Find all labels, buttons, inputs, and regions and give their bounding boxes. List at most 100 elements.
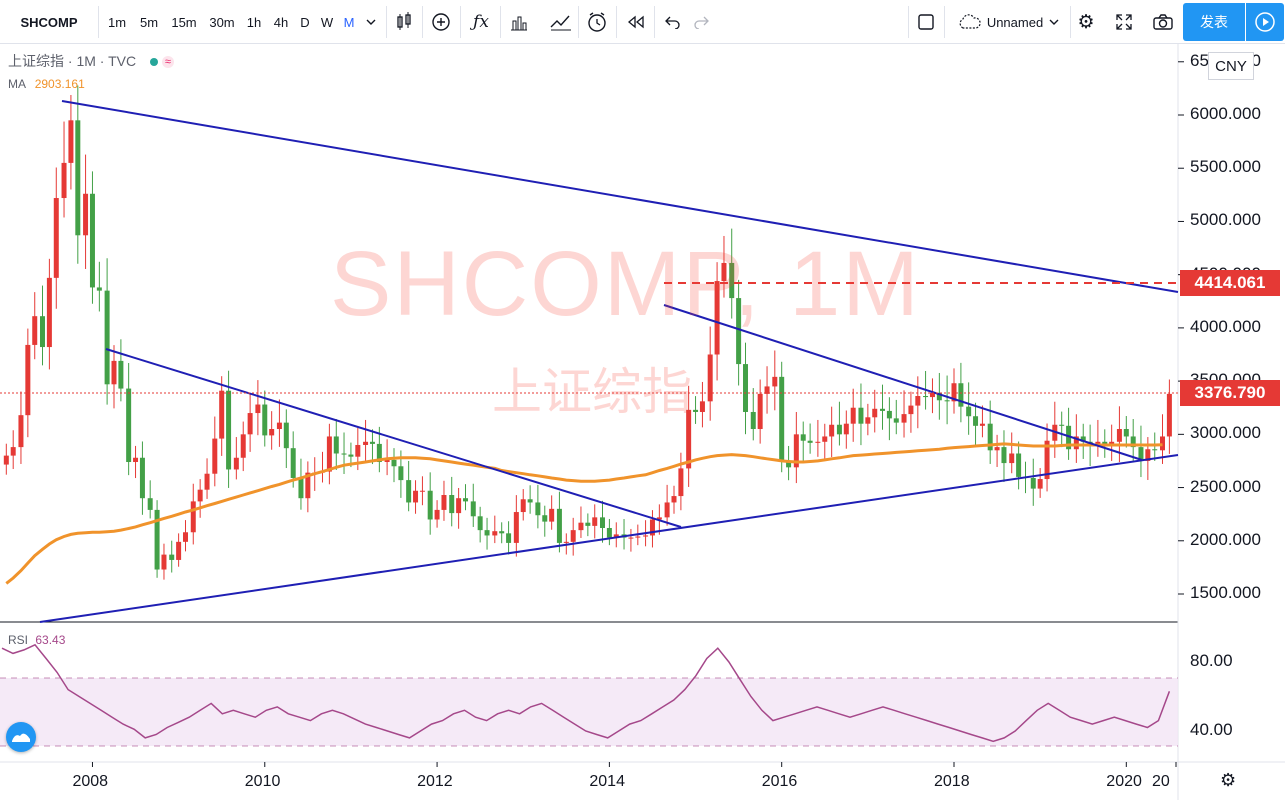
cloud-icon [957,14,981,30]
interval-15m-button[interactable]: 15m [171,14,197,30]
time-axis-label: 20 [1152,773,1170,790]
candle-body [190,501,196,533]
snapshot-camera-icon[interactable] [1150,0,1176,44]
candle-body [656,517,662,520]
price-axis-label: 3000.000 [1190,423,1261,443]
candle-body [664,502,670,518]
candle-body [10,447,16,456]
alert-clock-icon[interactable] [584,0,610,44]
candle-body [944,400,950,402]
candle-body [212,438,218,474]
candle-body [290,448,296,478]
candle-body [1166,393,1172,437]
symbol-search-button[interactable]: SHCOMP [4,0,94,44]
layout-name-button[interactable]: Unnamed [950,0,1066,44]
candle-body [1159,436,1165,451]
candle-body [470,501,476,517]
compare-add-icon[interactable] [428,0,454,44]
candle-body [908,405,914,415]
fullscreen-square-icon[interactable] [914,0,938,44]
candle-body [772,376,778,387]
ma-legend[interactable]: MA 2903.161 [8,77,85,91]
candle-body [822,436,828,442]
candle-body [240,434,246,458]
candle-body [111,360,117,385]
price-axis-label: 2000.000 [1190,529,1261,549]
upper-trendline[interactable] [61,100,1179,293]
candle-body [68,120,74,163]
candle-body [535,502,541,516]
interval-30m-button[interactable]: 30m [209,14,235,30]
candle-body [83,193,89,236]
candle-body [348,454,354,457]
candle-body [39,316,45,348]
candle-body [1145,449,1151,461]
candle-body [829,424,835,437]
candle-body [53,198,59,278]
candle-body [391,459,397,467]
rsi-legend[interactable]: RSI 63.43 [8,633,65,647]
candle-body [570,530,576,542]
interval-w-button[interactable]: W [320,14,334,30]
candle-body [333,436,339,454]
candle-body [384,459,390,463]
candle-body [369,441,375,444]
candle-body [686,409,692,469]
play-circle-icon[interactable] [1246,3,1284,41]
candle-body [729,262,735,299]
redo-icon[interactable] [690,0,712,44]
candle-body [1059,424,1065,426]
candle-body [1009,453,1015,464]
interval-5m-button[interactable]: 5m [139,14,159,30]
candlestick-series [3,85,1172,580]
candle-body [592,517,598,526]
undo-icon[interactable] [662,0,684,44]
interval-d-button[interactable]: D [300,14,310,30]
candle-type-icon[interactable] [392,0,416,44]
interval-m-button[interactable]: M [343,14,355,30]
financials-bar-icon[interactable] [506,0,532,44]
candle-body [1030,477,1036,489]
replay-rewind-icon[interactable] [622,0,650,44]
templates-chart-icon[interactable] [546,0,576,44]
candle-body [987,423,993,451]
ma-value: 2903.161 [34,77,85,91]
candle-body [434,509,440,520]
candle-body [1102,441,1108,444]
candle-body [25,344,31,416]
candle-body [1037,479,1043,489]
chevron-down-icon [1049,19,1059,25]
candle-body [197,489,203,502]
candle-body [226,390,232,470]
candle-body [750,411,756,430]
descending-trendline-2015[interactable] [663,304,1143,461]
chevron-down-icon[interactable] [362,0,380,44]
candle-body [204,473,210,490]
interval-1h-button[interactable]: 1h [246,14,262,30]
candle-body [929,392,935,398]
trendlines[interactable] [39,100,1179,623]
candle-body [154,509,160,570]
candle-body [807,440,813,443]
lower-support-trendline[interactable] [39,454,1179,623]
candle-body [1116,429,1122,442]
candle-body [1109,441,1115,444]
indicators-fx-icon[interactable]: ƒx [473,12,489,32]
interval-4h-button[interactable]: 4h [273,14,289,30]
tradingview-logo[interactable] [6,722,36,752]
descending-trendline-2008[interactable] [105,348,682,528]
rsi-axis-label: 40.00 [1190,720,1233,739]
candle-body [599,517,605,529]
candle-body [376,443,382,463]
axis-settings-gear-icon[interactable]: ⚙ [1220,770,1237,790]
candle-body [649,519,655,536]
publish-button[interactable]: 发表 [1183,3,1245,41]
settings-gear-icon[interactable]: ⚙ [1077,11,1095,33]
candle-body [1066,425,1072,450]
series-legend[interactable]: 上证综指 · 1M · TVC ≈ [8,51,174,71]
candle-body [139,457,145,499]
interval-1m-button[interactable]: 1m [107,14,127,30]
currency-label[interactable]: CNY [1208,52,1254,80]
expand-fullscreen-icon[interactable] [1112,0,1136,44]
